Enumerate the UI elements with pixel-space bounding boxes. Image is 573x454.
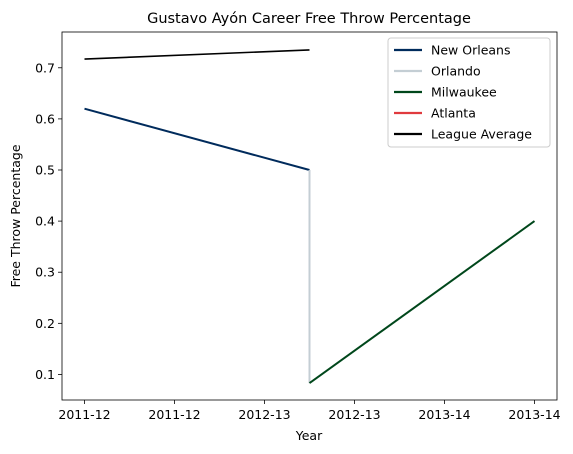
- plot-lines: [84, 49, 536, 384]
- y-axis-label: Free Throw Percentage: [8, 144, 23, 287]
- x-tick-label: 2012-13: [328, 407, 380, 422]
- legend-entry-label: Orlando: [431, 64, 481, 79]
- y-tick-label: 0.5: [35, 163, 55, 178]
- x-axis-label: Year: [295, 428, 323, 443]
- series-line-0: [84, 107, 310, 171]
- y-tick-label: 0.3: [35, 265, 55, 280]
- x-tick-label: 2011-12: [58, 407, 110, 422]
- y-tick-label: 0.7: [35, 60, 55, 75]
- legend-entry-label: New Orleans: [431, 43, 510, 58]
- y-tick-label: 0.4: [35, 214, 55, 229]
- series-line-2: [308, 220, 536, 384]
- y-tick-label: 0.6: [35, 111, 55, 126]
- x-tick-label: 2013-14: [418, 407, 470, 422]
- y-tick-label: 0.2: [35, 316, 55, 331]
- series-line-4: [84, 49, 310, 60]
- legend-entry-label: Milwaukee: [431, 85, 497, 100]
- y-axis: 0.1 0.2 0.3 0.4 0.5 0.6 0.7: [35, 60, 62, 382]
- x-tick-label: 2012-13: [238, 407, 290, 422]
- legend-entry-label: League Average: [431, 127, 532, 142]
- x-axis: 2011-12 2011-12 2012-13 2012-13 2013-14 2013-…: [58, 400, 561, 422]
- x-tick-label: 2011-12: [148, 407, 200, 422]
- legend-entry-label: Atlanta: [431, 106, 476, 121]
- legend: New Orleans Orlando Milwaukee Atlanta League…: [387, 37, 551, 148]
- chart-title: Gustavo Ayón Career Free Throw Percentag…: [147, 11, 471, 27]
- plot-frame: [61, 31, 558, 401]
- x-tick-label: 2013-14: [508, 407, 560, 422]
- y-tick-label: 0.1: [35, 367, 55, 382]
- legend-box: [387, 37, 551, 148]
